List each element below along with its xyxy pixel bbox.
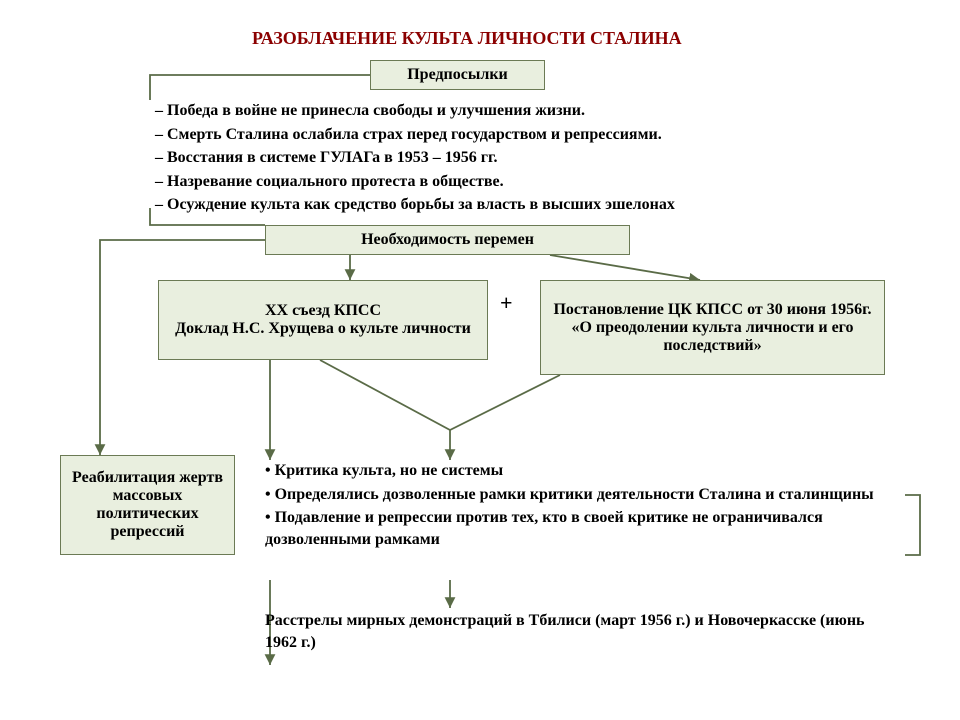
criticism-item: Подавление и репрессии против тех, кто в… [265,507,905,550]
plus-sign: + [500,290,513,316]
criticism-item: Определялись дозволенные рамки критики д… [265,484,905,506]
box-congress: ХХ съезд КПСС Доклад Н.С. Хрущева о куль… [158,280,488,360]
box-necessity: Необходимость перемен [265,225,630,255]
preconditions-item: – Осуждение культа как средство борьбы з… [155,194,875,216]
box-rehabilitation: Реабилитация жертв массовых политических… [60,455,235,555]
preconditions-item: – Восстания в системе ГУЛАГа в 1953 – 19… [155,147,875,169]
shootings-text: Расстрелы мирных демонстраций в Тбилиси … [265,610,895,653]
box-preconditions: Предпосылки [370,60,545,90]
criticism-list: Критика культа, но не системыОпределялис… [265,460,905,552]
box-decree: Постановление ЦК КПСС от 30 июня 1956г. … [540,280,885,375]
page-title: РАЗОБЛАЧЕНИЕ КУЛЬТА ЛИЧНОСТИ СТАЛИНА [252,28,682,49]
rehab-text: Реабилитация жертв массовых политических… [71,469,224,541]
criticism-item: Критика культа, но не системы [265,460,905,482]
congress-line2: Доклад Н.С. Хрущева о культе личности [175,320,471,338]
preconditions-list: – Победа в войне не принесла свободы и у… [155,100,875,218]
preconditions-item: – Назревание социального протеста в обще… [155,171,875,193]
congress-line1: ХХ съезд КПСС [175,302,471,320]
preconditions-item: – Смерть Сталина ослабила страх перед го… [155,124,875,146]
preconditions-item: – Победа в войне не принесла свободы и у… [155,100,875,122]
decree-text: Постановление ЦК КПСС от 30 июня 1956г. … [551,301,874,355]
